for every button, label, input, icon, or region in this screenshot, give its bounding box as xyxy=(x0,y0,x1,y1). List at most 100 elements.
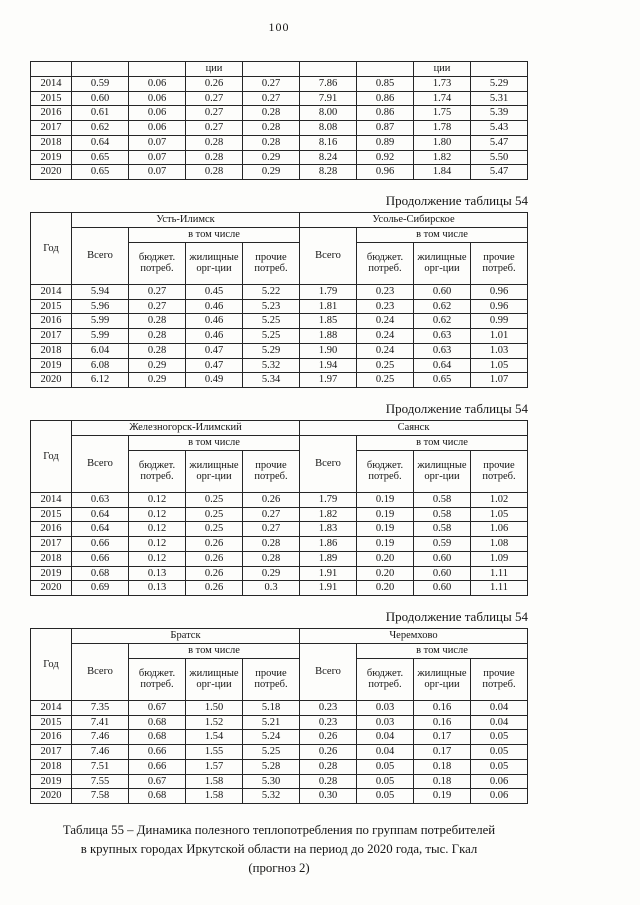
value-cell: 0.05 xyxy=(356,758,414,775)
table-row: 2015 7.41 0.68 1.52 5.21 0.23 0.03 0.16 0.04 xyxy=(30,714,528,731)
value-cell: 1.86 xyxy=(299,536,357,552)
value-cell: 0.28 xyxy=(299,758,357,775)
table-row: 2018 0.64 0.07 0.28 0.28 8.16 0.89 1.80 5.47 xyxy=(30,134,528,151)
value-cell: 0.28 xyxy=(242,536,300,552)
page-number: 100 xyxy=(268,20,290,34)
header-budget: бюджет. потреб. xyxy=(356,241,414,285)
table-row: 2016 0.64 0.12 0.25 0.27 1.83 0.19 0.58 1.06 xyxy=(30,521,528,537)
value-cell: 0.12 xyxy=(128,506,186,523)
value-cell: 0.64 xyxy=(413,357,471,374)
value-cell: 0.60 xyxy=(413,550,471,567)
header-budget: бюджет. потреб. xyxy=(128,241,186,285)
table-row: 2018 7.51 0.66 1.57 5.28 0.28 0.05 0.18 0.05 xyxy=(30,758,528,775)
value-cell: 1.91 xyxy=(299,580,357,596)
value-cell: 0.66 xyxy=(128,758,186,775)
value-cell: 0.67 xyxy=(128,773,186,790)
value-cell: 1.06 xyxy=(470,521,528,537)
value-cell: 1.02 xyxy=(470,491,528,508)
value-cell: 0.05 xyxy=(470,729,528,745)
value-cell: 5.47 xyxy=(470,134,528,151)
value-cell: 0.66 xyxy=(71,550,129,567)
value-cell: 0.12 xyxy=(128,521,186,537)
value-cell: 5.32 xyxy=(242,357,300,374)
header-total-right: Всего xyxy=(299,435,357,493)
value-cell: 0.27 xyxy=(242,90,300,107)
year-cell: 2020 xyxy=(30,164,72,180)
year-cell: 2020 xyxy=(30,788,72,804)
value-cell: 0.25 xyxy=(356,372,414,388)
header-empty-cell xyxy=(470,61,528,77)
value-cell: 0.62 xyxy=(413,298,471,315)
value-cell: 0.29 xyxy=(128,357,186,374)
header-city-right: Саянск xyxy=(299,420,528,436)
header-housing-fragment: ции xyxy=(413,61,471,77)
value-cell: 0.19 xyxy=(356,521,414,537)
header-housing: жилищные орг-ции xyxy=(185,657,243,701)
caption-line-2: в крупных городах Иркутской области на п… xyxy=(80,842,478,857)
value-cell: 0.65 xyxy=(71,164,129,180)
value-cell: 0.59 xyxy=(71,75,129,92)
value-cell: 0.12 xyxy=(128,536,186,552)
value-cell: 0.06 xyxy=(128,105,186,121)
table-row: 2018 0.66 0.12 0.26 0.28 1.89 0.20 0.60 1.09 xyxy=(30,550,528,567)
year-cell: 2020 xyxy=(30,372,72,388)
table-55-caption: Таблица 55 – Динамика полезного теплопот… xyxy=(30,821,528,879)
table-row: 2020 0.65 0.07 0.28 0.29 8.28 0.96 1.84 5.47 xyxy=(30,164,528,180)
header-housing: жилищные орг-ции xyxy=(185,449,243,493)
value-cell: 0.27 xyxy=(185,105,243,121)
value-cell: 1.89 xyxy=(299,550,357,567)
year-cell: 2016 xyxy=(30,313,72,329)
value-cell: 0.04 xyxy=(470,699,528,716)
value-cell: 0.16 xyxy=(413,699,471,716)
value-cell: 0.13 xyxy=(128,565,186,582)
value-cell: 5.47 xyxy=(470,164,528,180)
document-page: 100 ции ции 2014 0.59 0.06 0.26 0.27 7.86 0.85 1.… xyxy=(30,20,528,879)
value-cell: 0.26 xyxy=(185,536,243,552)
header-including-right: в том числе xyxy=(356,643,528,659)
header-empty-cell xyxy=(128,61,186,77)
caption-line-1: Таблица 55 – Динамика полезного теплопот… xyxy=(62,823,496,837)
value-cell: 0.89 xyxy=(356,134,414,151)
value-cell: 0.26 xyxy=(185,75,243,92)
header-empty-cell xyxy=(71,61,129,77)
value-cell: 0.07 xyxy=(128,149,186,166)
header-housing: жилищные орг-ции xyxy=(185,241,243,285)
year-cell: 2018 xyxy=(30,758,72,775)
value-cell: 0.04 xyxy=(470,714,528,731)
value-cell: 0.06 xyxy=(128,75,186,92)
header-empty-cell xyxy=(299,61,357,77)
table-row: 2016 7.46 0.68 1.54 5.24 0.26 0.04 0.17 0.05 xyxy=(30,729,528,745)
heat-table-ust-ilimsk-usolye-sibirskoye: Год Усть-Илимск Усолье-Сибирское Всего в том… xyxy=(30,212,528,388)
value-cell: 0.24 xyxy=(356,313,414,329)
table-row: 2020 0.69 0.13 0.26 0.3 1.91 0.20 0.60 1.11 xyxy=(30,580,528,596)
value-cell: 8.00 xyxy=(299,105,357,121)
value-cell: 6.04 xyxy=(71,342,129,359)
value-cell: 0.04 xyxy=(356,744,414,760)
value-cell: 5.24 xyxy=(242,729,300,745)
value-cell: 0.06 xyxy=(128,120,186,136)
value-cell: 1.80 xyxy=(413,134,471,151)
value-cell: 0.59 xyxy=(413,536,471,552)
value-cell: 1.05 xyxy=(470,357,528,374)
year-cell: 2019 xyxy=(30,773,72,790)
value-cell: 5.31 xyxy=(470,90,528,107)
value-cell: 0.68 xyxy=(71,565,129,582)
value-cell: 0.26 xyxy=(299,729,357,745)
value-cell: 0.28 xyxy=(185,164,243,180)
header-budget: бюджет. потреб. xyxy=(356,449,414,493)
value-cell: 1.94 xyxy=(299,357,357,374)
value-cell: 0.27 xyxy=(128,298,186,315)
value-cell: 0.26 xyxy=(185,550,243,567)
value-cell: 0.62 xyxy=(413,313,471,329)
header-subcolumns-row: бюджет. потреб. жилищные орг-ции прочие по… xyxy=(31,449,528,493)
value-cell: 7.58 xyxy=(71,788,129,804)
value-cell: 1.85 xyxy=(299,313,357,329)
value-cell: 0.63 xyxy=(71,491,129,508)
value-cell: 5.50 xyxy=(470,149,528,166)
value-cell: 0.20 xyxy=(356,565,414,582)
year-cell: 2018 xyxy=(30,134,72,151)
value-cell: 0.62 xyxy=(71,120,129,136)
heat-table-bratsk-cheremkhovo: Год Братск Черемхово Всего в том числе Всего в… xyxy=(30,628,528,804)
value-cell: 5.18 xyxy=(242,699,300,716)
year-cell: 2018 xyxy=(30,550,72,567)
